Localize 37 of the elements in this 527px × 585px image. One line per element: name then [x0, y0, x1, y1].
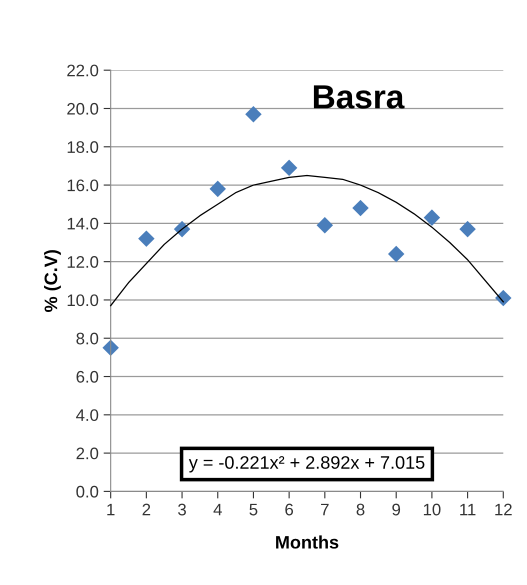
y-tick-label: 16.0	[68, 179, 98, 192]
point	[424, 209, 440, 226]
point	[245, 106, 262, 122]
x-tick-label: 7	[321, 504, 329, 516]
point	[459, 220, 476, 238]
point	[280, 160, 298, 176]
point	[138, 230, 155, 247]
annotation: y = -0.221x² + 2.892x + 7.015	[188, 456, 424, 472]
point	[388, 246, 404, 262]
y-tick-label: 6.0	[76, 370, 98, 383]
x-axis-title: Months	[276, 535, 338, 549]
x-tick-label: 11	[460, 504, 476, 516]
y-tick-label: 8.0	[76, 332, 98, 344]
x-tick-label: 4	[213, 504, 222, 516]
x-tick-label: 12	[495, 504, 512, 516]
x-tick-label: 2	[142, 504, 150, 516]
y-tick-label: 22.0	[67, 64, 98, 76]
y-axis-title: % (C.V)	[44, 250, 61, 312]
chart-title: Basra	[314, 85, 405, 109]
point	[210, 180, 226, 198]
y-tick-label: 10.0	[68, 294, 98, 306]
y-tick-label: 2.0	[76, 448, 98, 460]
x-tick-label: 5	[249, 504, 258, 516]
x-tick-label: 8	[356, 504, 364, 516]
point	[352, 200, 369, 216]
y-tick-label: 14.0	[68, 218, 98, 230]
x-tick-label: 9	[392, 504, 400, 516]
x-tick-label: 10	[424, 504, 441, 516]
x-tick-label: 3	[178, 504, 186, 516]
y-tick-label: 4.0	[76, 409, 98, 422]
x-tick-label: 1	[107, 504, 114, 516]
y-tick-label: 12.0	[68, 256, 98, 268]
y-tick-label: 20.0	[67, 102, 98, 115]
y-tick-label: 0.0	[76, 486, 98, 498]
y-tick-label: 18.0	[68, 141, 98, 153]
x-tick-label: 6	[285, 504, 294, 516]
point	[316, 217, 334, 234]
